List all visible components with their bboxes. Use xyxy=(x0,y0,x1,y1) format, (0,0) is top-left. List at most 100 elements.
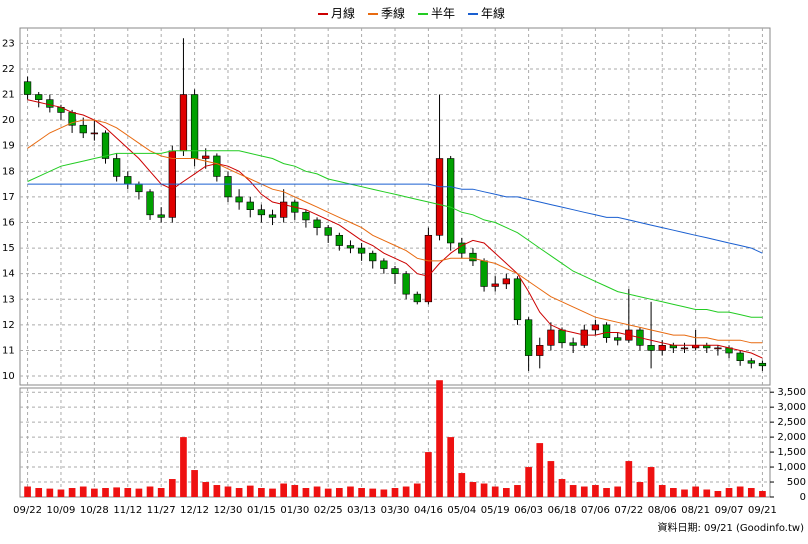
candle-body xyxy=(391,268,399,274)
x-tick-label: 09/22 xyxy=(13,505,42,516)
x-tick-label: 07/22 xyxy=(614,505,643,516)
candle-body xyxy=(747,360,755,364)
volume-bar xyxy=(759,491,766,497)
candle-body xyxy=(246,201,254,210)
y2-tick-label: 3,000 xyxy=(777,402,806,413)
candle-body xyxy=(346,245,355,249)
volume-bar xyxy=(246,485,254,497)
candle-body xyxy=(524,319,533,356)
volume-bar xyxy=(736,486,744,497)
candle-body xyxy=(614,337,622,341)
candle-body xyxy=(202,155,210,159)
volume-bar xyxy=(202,482,210,497)
volume-bar xyxy=(380,489,388,497)
y-tick-label: 18 xyxy=(2,166,15,177)
volume-bar xyxy=(369,488,377,497)
candle-body xyxy=(647,345,655,351)
volume-bar xyxy=(714,491,722,497)
candle-body xyxy=(268,214,277,218)
candle-body xyxy=(758,362,767,367)
y2-tick-label: 1,000 xyxy=(777,462,806,473)
volume-bar xyxy=(269,488,276,497)
x-tick-label: 12/30 xyxy=(214,505,243,516)
y-tick-label: 17 xyxy=(2,192,15,203)
x-tick-label: 06/03 xyxy=(514,505,543,516)
x-tick-label: 12/12 xyxy=(180,505,209,516)
volume-bar xyxy=(725,488,733,497)
volume-bar xyxy=(592,485,599,497)
candle-body xyxy=(569,342,577,346)
y-tick-label: 19 xyxy=(2,141,15,152)
volume-bar xyxy=(146,486,154,497)
volume-bar xyxy=(636,482,644,497)
candle-body xyxy=(90,132,99,135)
volume-bar xyxy=(224,486,232,497)
candle-body xyxy=(324,227,332,236)
candle-body xyxy=(424,234,433,303)
y-tick-label: 10 xyxy=(2,371,15,382)
x-tick-label: 04/16 xyxy=(414,505,443,516)
volume-bar xyxy=(102,488,109,497)
candle-body xyxy=(469,252,477,262)
candle-body xyxy=(135,183,143,193)
legend: 月線 季線 半年 年線 xyxy=(318,6,505,21)
volume-bar xyxy=(68,488,76,497)
volume-bar xyxy=(91,488,98,497)
candle-body xyxy=(23,81,32,95)
volume-bar xyxy=(614,486,622,497)
volume-bar xyxy=(302,488,310,497)
volume-bar xyxy=(525,467,532,497)
candle-body xyxy=(302,211,310,221)
volume-bar xyxy=(692,486,699,497)
volume-bar xyxy=(503,488,510,497)
volume-bar xyxy=(436,380,443,497)
x-tick-label: 11/12 xyxy=(113,505,142,516)
volume-bar xyxy=(124,488,132,497)
volume-bar xyxy=(157,488,165,497)
volume-bar xyxy=(168,479,176,497)
candle-body xyxy=(402,273,410,295)
volume-bar xyxy=(670,488,677,497)
candle-body xyxy=(357,247,366,254)
candle-body xyxy=(435,158,444,236)
volume-bar xyxy=(536,443,544,497)
volume-bar xyxy=(135,488,143,497)
x-tick-label: 10/09 xyxy=(47,505,76,516)
volume-bar xyxy=(324,488,332,497)
legend-label: 年線 xyxy=(481,6,505,21)
volume-bar xyxy=(258,488,265,497)
volume-bar xyxy=(35,488,43,497)
y2-tick-label: 500 xyxy=(787,477,806,488)
x-tick-label: 10/28 xyxy=(80,505,109,516)
volume-bar xyxy=(191,470,198,497)
footer: 資料日期: 09/21 (Goodinfo.tw) xyxy=(657,521,804,534)
legend-label: 半年 xyxy=(431,7,455,21)
volume-bar xyxy=(291,485,299,497)
y2-tick-label: 0 xyxy=(800,492,806,503)
volume-bar xyxy=(402,486,410,497)
candle-body xyxy=(213,155,221,177)
y-tick-label: 23 xyxy=(2,38,15,49)
candle-body xyxy=(547,329,555,346)
volume-bar xyxy=(703,489,711,497)
price-panel xyxy=(19,27,771,386)
x-tick-label: 09/07 xyxy=(715,505,744,516)
x-tick-label: 01/30 xyxy=(280,505,309,516)
candle-body xyxy=(46,99,54,108)
volume-bar xyxy=(79,486,87,497)
y-tick-label: 16 xyxy=(2,217,15,228)
volume-bar xyxy=(480,483,488,497)
candle-body xyxy=(658,345,666,351)
candle-body xyxy=(480,260,488,287)
volume-bar xyxy=(391,488,399,497)
y2-tick-label: 2,000 xyxy=(777,432,806,443)
volume-bar xyxy=(235,488,243,497)
y-tick-label: 21 xyxy=(2,90,15,101)
y-tick-label: 22 xyxy=(2,64,15,75)
volume-bar xyxy=(747,488,755,497)
x-tick-label: 07/06 xyxy=(581,505,610,516)
candle-body xyxy=(502,278,510,285)
volume-bar xyxy=(491,486,499,497)
candle-body xyxy=(380,260,388,269)
candle-body xyxy=(235,196,243,203)
